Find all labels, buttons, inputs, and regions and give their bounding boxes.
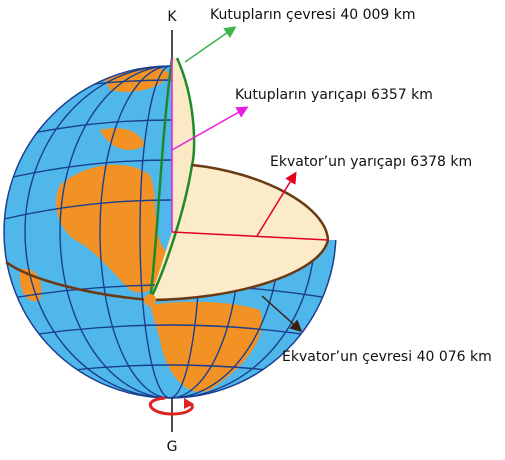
rotation-arrow-head: [184, 398, 194, 409]
cutaway: [177, 40, 345, 240]
label: Ekvator’un çevresi 40 076 km: [282, 349, 492, 365]
arrow: [256, 171, 297, 237]
equator-point: [144, 294, 156, 306]
label: Kutupların yarıçapı 6357 km: [235, 87, 433, 103]
continents: [19, 66, 262, 392]
label: Kutupların çevresi 40 009 km: [210, 7, 416, 23]
meridian-line: [148, 57, 196, 301]
arrow: [171, 106, 249, 151]
arrow: [261, 295, 303, 333]
label: Ekvator’un yarıçapı 6378 km: [270, 154, 472, 170]
north-pole-label: K: [167, 9, 177, 25]
equatorial-plane: [150, 165, 328, 300]
south-pole-label: G: [167, 439, 178, 455]
rotation-arrow: [148, 396, 194, 416]
meridian-line-front: [148, 57, 174, 301]
equatorial-radius-line: [171, 231, 329, 241]
arrow: [184, 26, 237, 63]
